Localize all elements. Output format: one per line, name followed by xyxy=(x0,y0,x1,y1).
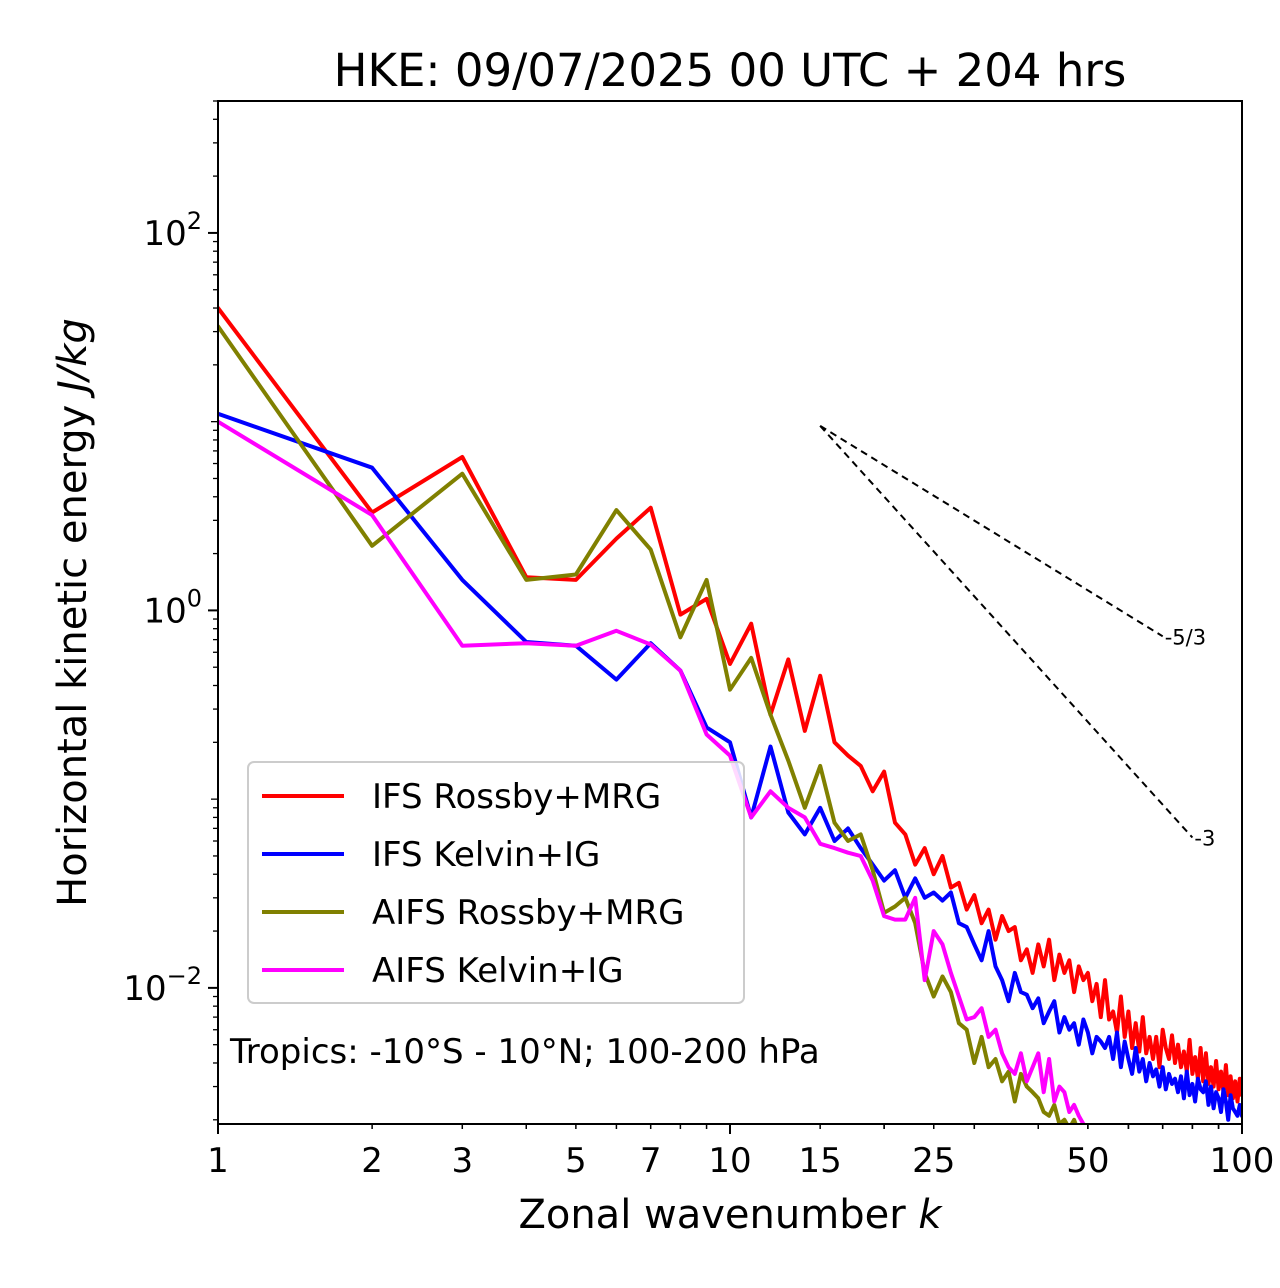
series-line-2 xyxy=(218,324,1078,1124)
x-tick-label: 50 xyxy=(1066,1141,1109,1181)
x-tick-label: 25 xyxy=(912,1141,955,1181)
legend-box xyxy=(247,761,745,1004)
y-tick-label: 102 xyxy=(143,207,202,254)
y-axis-label: Horizontal kinetic energy J/kg xyxy=(50,318,96,907)
reference-slope-line-1 xyxy=(819,425,1194,839)
x-tick-label: 5 xyxy=(565,1141,587,1181)
y-tick-label: 100 xyxy=(143,584,202,631)
x-tick-label: 3 xyxy=(451,1141,473,1181)
legend-label-2: AIFS Rossby+MRG xyxy=(372,893,684,933)
legend-label-3: AIFS Kelvin+IG xyxy=(372,951,624,991)
region-annotation: Tropics: -10°S - 10°N; 100-200 hPa xyxy=(229,1032,820,1072)
reference-slope-label-1: -3 xyxy=(1194,827,1215,851)
chart-title: HKE: 09/07/2025 00 UTC + 204 hrs xyxy=(334,44,1127,97)
legend-label-0: IFS Rossby+MRG xyxy=(372,777,661,817)
x-tick-label: 15 xyxy=(799,1141,842,1181)
x-tick-label: 100 xyxy=(1210,1141,1275,1181)
series-line-3 xyxy=(218,419,1087,1124)
series-line-0 xyxy=(218,306,1242,1104)
x-tick-label: 1 xyxy=(207,1141,229,1181)
reference-slope-label-0: -5/3 xyxy=(1165,625,1206,649)
y-tick-label: 10−2 xyxy=(123,962,202,1009)
x-tick-label: 2 xyxy=(361,1141,383,1181)
legend-label-1: IFS Kelvin+IG xyxy=(372,835,600,875)
x-tick-label: 7 xyxy=(640,1141,662,1181)
x-axis-label: Zonal wavenumber k xyxy=(518,1192,943,1238)
reference-slope-line-0 xyxy=(819,425,1164,638)
x-tick-label: 10 xyxy=(708,1141,751,1181)
